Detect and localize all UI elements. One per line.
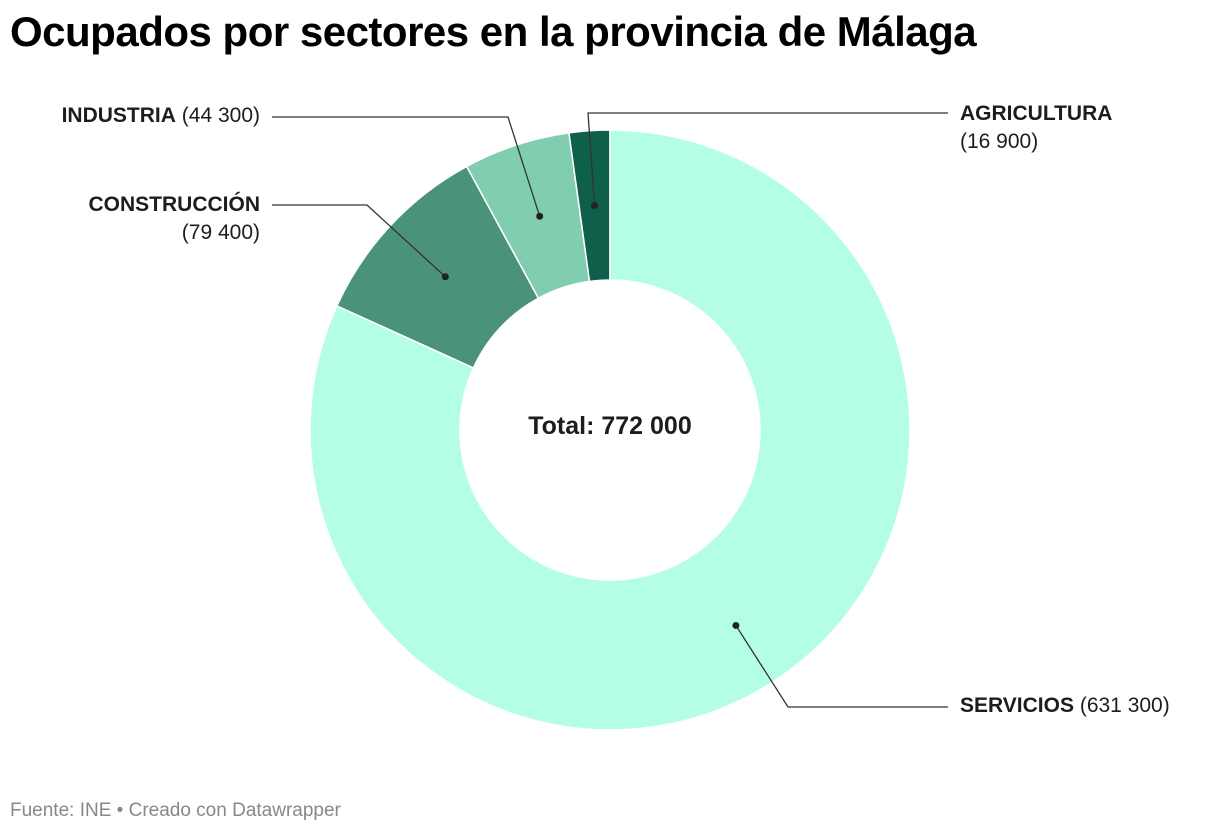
label-servicios-value: (631 300): [1079, 694, 1170, 717]
label-agricultura: AGRICULTURA (16 900): [960, 100, 1112, 156]
label-industria-name: INDUSTRIA: [61, 104, 176, 127]
label-industria-value: (44 300): [181, 104, 260, 127]
label-agricultura-value: (16 900): [960, 130, 1039, 153]
label-servicios: SERVICIOS (631 300): [960, 692, 1170, 720]
slice-servicios: [309, 129, 911, 731]
label-construccion-name: CONSTRUCCIÓN: [88, 193, 261, 216]
leader-line-industria: [272, 116, 541, 217]
slice-industria: [465, 131, 591, 300]
leader-dot-servicios: [732, 621, 740, 629]
label-servicios-name: SERVICIOS: [960, 694, 1074, 717]
source-footer: Fuente: INE • Creado con Datawrapper: [10, 800, 341, 821]
leader-line-agricultura: [587, 112, 948, 206]
leader-line-servicios: [735, 625, 948, 708]
label-industria: INDUSTRIA (44 300): [62, 102, 260, 130]
leader-dot-agricultura: [591, 202, 599, 210]
leader-dot-construccion: [441, 273, 449, 281]
label-agricultura-name: AGRICULTURA: [960, 102, 1113, 125]
label-construccion-value: (79 400): [181, 221, 260, 244]
leader-dot-industria: [536, 212, 544, 220]
leader-line-construccion: [272, 204, 446, 278]
slice-construccion: [335, 165, 540, 369]
total-label: Total: 772 000: [528, 412, 692, 440]
chart-title: Ocupados por sectores en la provincia de…: [10, 8, 977, 55]
label-construccion: CONSTRUCCIÓN (79 400): [89, 191, 261, 247]
